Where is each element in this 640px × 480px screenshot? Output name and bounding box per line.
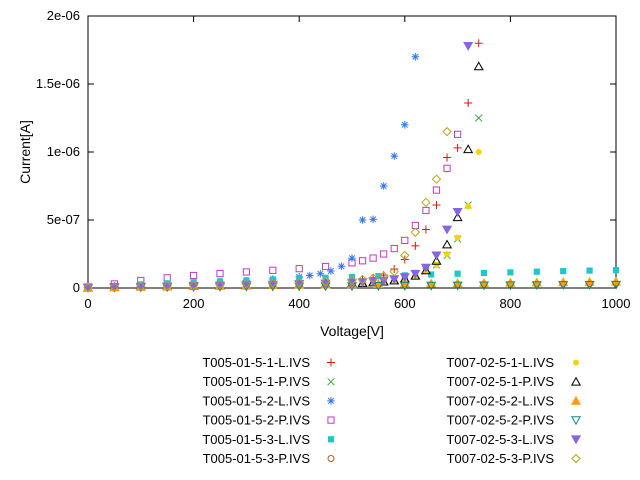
legend-label: T007-02-5-3-P.IVS <box>447 451 555 466</box>
series-points-T005-01-5-2-P.IVS <box>84 130 462 291</box>
svg-text:5e-07: 5e-07 <box>47 212 80 227</box>
svg-text:0: 0 <box>73 280 80 295</box>
legend-item-T005-01-5-2-L.IVS: T005-01-5-2-L.IVS <box>202 393 335 408</box>
legend-square-filled-icon <box>327 436 335 443</box>
legend-circle-open-icon <box>327 455 335 462</box>
series-points-T007-02-5-1-P.IVS <box>82 61 484 292</box>
legend-label: T007-02-5-1-P.IVS <box>447 374 555 389</box>
legend-item-T005-01-5-3-L.IVS: T005-01-5-3-L.IVS <box>202 432 335 447</box>
svg-text:0: 0 <box>84 296 91 311</box>
series-points-T007-02-5-1-L.IVS <box>85 149 482 291</box>
plot-border <box>87 15 617 289</box>
legend-triangle-down-open-icon <box>570 416 582 426</box>
legend-circle-filled-icon <box>573 359 579 366</box>
legend-diamond-open-icon <box>571 453 581 464</box>
series-points-T007-02-5-3-L.IVS <box>82 42 474 293</box>
svg-text:400: 400 <box>288 296 310 311</box>
legend-item-T005-01-5-3-P.IVS: T005-01-5-3-P.IVS <box>203 451 335 466</box>
legend-label: T007-02-5-3-L.IVS <box>446 432 554 447</box>
legend-item-T007-02-5-1-L.IVS: T007-02-5-1-L.IVS <box>446 355 579 370</box>
legend-item-T005-01-5-1-P.IVS: T005-01-5-1-P.IVS <box>203 374 335 389</box>
legend-plus-icon <box>327 358 335 367</box>
legend-label: T005-01-5-1-P.IVS <box>203 374 311 389</box>
series-points-T007-02-5-3-P.IVS <box>83 126 452 293</box>
legend-label: T007-02-5-2-P.IVS <box>447 413 555 428</box>
legend-item-T007-02-5-3-P.IVS: T007-02-5-3-P.IVS <box>447 451 581 466</box>
legend-label: T005-01-5-2-L.IVS <box>202 393 310 408</box>
series-points-T005-01-5-2-L.IVS <box>84 53 420 291</box>
legend-label: T007-02-5-1-L.IVS <box>446 355 554 370</box>
legend-label: T007-02-5-2-L.IVS <box>446 393 554 408</box>
svg-text:600: 600 <box>394 296 416 311</box>
legend-square-open-icon <box>327 416 335 424</box>
legend-triangle-up-open-icon <box>570 376 582 386</box>
legend-item-T007-02-5-2-L.IVS: T007-02-5-2-L.IVS <box>446 393 582 408</box>
series-points-T005-01-5-1-L.IVS <box>84 39 483 292</box>
svg-text:1000: 1000 <box>602 296 631 311</box>
x-axis-ticks: 0 200 400 600 800 1000 <box>84 16 630 311</box>
svg-text:2e-06: 2e-06 <box>47 8 80 23</box>
y-axis-label: Current[A] <box>17 120 33 184</box>
legend: T005-01-5-1-L.IVS T005-01-5-1-P.IVS T005-0… <box>202 355 582 466</box>
legend-item-T005-01-5-2-P.IVS: T005-01-5-2-P.IVS <box>203 413 335 428</box>
legend-cross-icon <box>327 377 335 386</box>
legend-label: T005-01-5-2-P.IVS <box>203 413 311 428</box>
svg-text:1e-06: 1e-06 <box>47 144 80 159</box>
y-axis-ticks: 0 5e-07 1e-06 1.5e-06 2e-06 <box>36 8 616 295</box>
legend-label: T005-01-5-1-L.IVS <box>202 355 310 370</box>
legend-item-T007-02-5-3-L.IVS: T007-02-5-3-L.IVS <box>446 432 582 447</box>
svg-text:1.5e-06: 1.5e-06 <box>36 76 80 91</box>
legend-label: T005-01-5-3-P.IVS <box>203 451 311 466</box>
legend-item-T005-01-5-1-L.IVS: T005-01-5-1-L.IVS <box>202 355 335 370</box>
legend-label: T005-01-5-3-L.IVS <box>202 432 310 447</box>
legend-triangle-up-filled-icon <box>570 395 582 405</box>
x-axis-label: Voltage[V] <box>320 323 384 339</box>
svg-text:800: 800 <box>500 296 522 311</box>
legend-asterisk-icon <box>327 397 335 405</box>
svg-text:200: 200 <box>183 296 205 311</box>
legend-item-T007-02-5-1-P.IVS: T007-02-5-1-P.IVS <box>447 374 582 389</box>
legend-triangle-down-filled-icon <box>570 435 582 445</box>
legend-item-T007-02-5-2-P.IVS: T007-02-5-2-P.IVS <box>447 413 582 428</box>
